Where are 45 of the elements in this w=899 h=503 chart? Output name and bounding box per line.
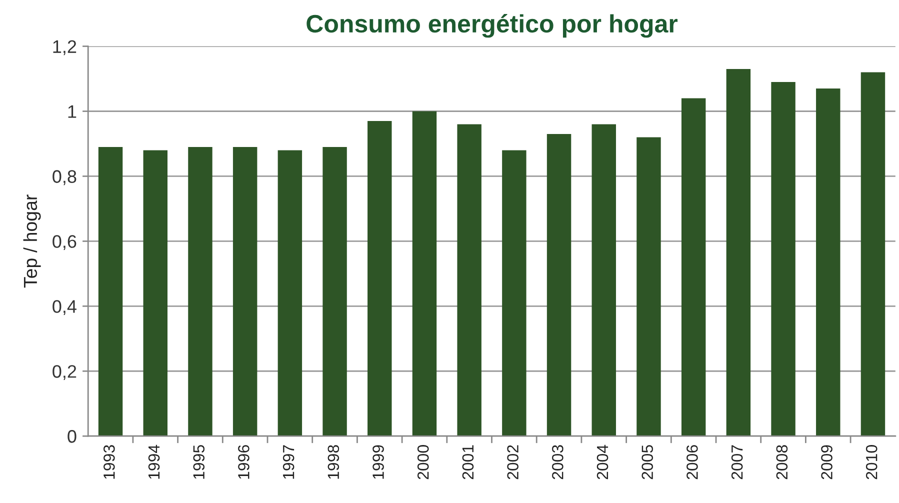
bar xyxy=(502,150,526,436)
x-tick-label: 2010 xyxy=(866,445,878,480)
bar xyxy=(860,72,886,436)
x-tick-label: 2000 xyxy=(417,445,429,480)
bar xyxy=(681,98,706,436)
y-tick-label: 0,2 xyxy=(52,365,76,380)
bar xyxy=(546,134,572,436)
x-tick-label: 2003 xyxy=(552,445,564,480)
x-tick-label: 2006 xyxy=(686,445,698,480)
x-tick-label: 2007 xyxy=(731,445,743,480)
bar xyxy=(232,146,258,436)
x-tick-label: 2008 xyxy=(776,445,788,480)
bar xyxy=(636,137,661,436)
bar xyxy=(412,111,437,436)
x-tick-label: 2005 xyxy=(642,445,654,480)
chart-title: Consumo energético por hogar xyxy=(306,14,678,38)
x-tick-label: 1998 xyxy=(328,445,340,479)
y-tick-label: 0,4 xyxy=(52,300,76,316)
bar xyxy=(816,88,840,436)
bar xyxy=(771,82,796,436)
bar xyxy=(457,124,482,436)
x-tick-label: 2004 xyxy=(596,444,608,480)
x-tick-label: 1994 xyxy=(148,444,160,479)
x-tick-label: 2009 xyxy=(821,445,832,480)
y-tick-label: 0,6 xyxy=(52,235,76,250)
x-tick-label: 1995 xyxy=(193,445,205,479)
x-tick-label: 2001 xyxy=(462,445,474,480)
x-tick-label: 1996 xyxy=(238,445,250,479)
bar xyxy=(592,124,616,436)
x-tick-label: 1999 xyxy=(372,445,384,479)
y-tick-label: 0 xyxy=(68,430,76,443)
x-tick-label: 1997 xyxy=(282,445,294,479)
bar xyxy=(368,120,392,436)
x-tick-label: 1993 xyxy=(104,445,115,479)
bar xyxy=(726,69,751,436)
bar xyxy=(322,146,347,436)
y-tick-label: 0,8 xyxy=(52,170,76,186)
x-tick-label: 2002 xyxy=(507,445,518,480)
bar xyxy=(278,150,302,436)
y-tick-label: 1 xyxy=(68,105,76,118)
bar xyxy=(143,150,168,436)
y-tick-label: 1,2 xyxy=(53,40,76,56)
bar xyxy=(98,146,123,436)
bar xyxy=(188,146,212,436)
y-axis-title: Tep / hogar xyxy=(23,194,41,288)
